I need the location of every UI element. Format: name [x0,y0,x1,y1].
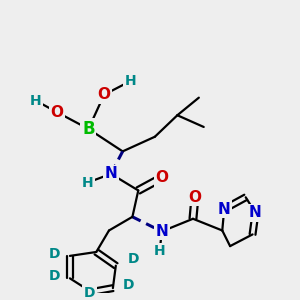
Text: O: O [155,170,168,185]
Text: H: H [30,94,41,108]
Text: D: D [49,269,60,284]
Text: O: O [98,87,111,102]
Text: H: H [82,176,93,190]
Text: O: O [51,105,64,120]
Text: H: H [154,244,166,258]
Text: D: D [49,247,60,261]
Text: H: H [125,74,136,88]
Text: N: N [249,206,262,220]
Text: D: D [128,252,139,266]
Text: B: B [82,120,95,138]
Text: D: D [123,278,134,292]
Text: N: N [155,224,168,239]
Text: D: D [84,286,95,300]
Text: N: N [105,166,117,181]
Text: O: O [188,190,201,205]
Text: N: N [218,202,231,217]
